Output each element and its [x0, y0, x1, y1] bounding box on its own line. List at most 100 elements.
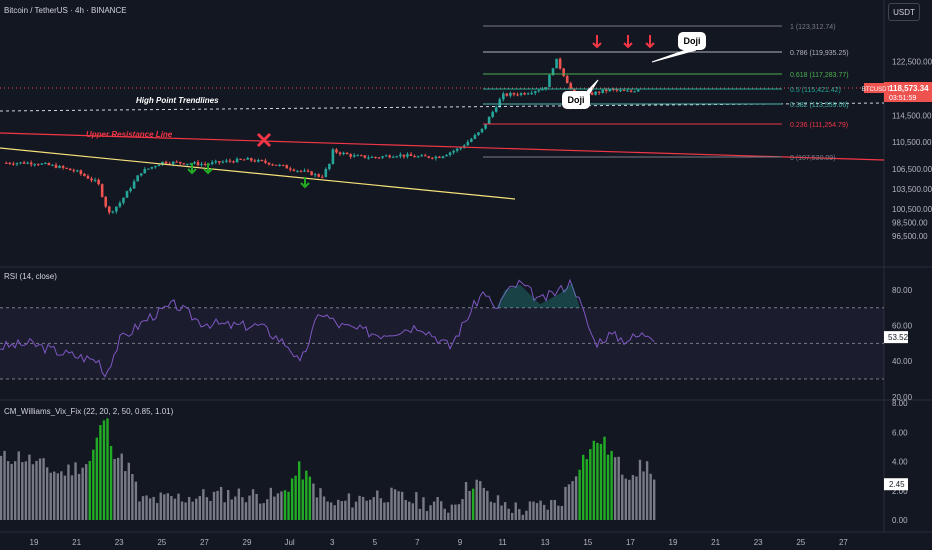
vix-bar [376, 490, 379, 520]
vix-bar [372, 497, 375, 520]
vix-bar [21, 462, 24, 520]
vix-bar [53, 471, 56, 520]
candle-body [97, 179, 100, 185]
candle-body [441, 156, 445, 158]
candle-body [324, 168, 328, 177]
candle-body [558, 58, 562, 69]
vix-bar [315, 497, 319, 520]
candle-body [480, 128, 484, 133]
vix-bar [287, 491, 290, 520]
time-tick-label: 21 [711, 538, 720, 547]
vix-bar [177, 493, 180, 520]
vix-bar [386, 502, 390, 520]
candle-body [161, 161, 164, 165]
vix-bar [63, 475, 67, 520]
candle-body [352, 155, 356, 157]
candle-body [420, 155, 423, 157]
vix-bar [642, 471, 645, 520]
time-tick-label: 19 [669, 538, 678, 547]
candle-body [33, 164, 37, 166]
candle-body [445, 154, 448, 157]
rsi-tick-label: 40.00 [892, 357, 913, 366]
vix-bar [535, 503, 539, 520]
candle-body [132, 181, 136, 189]
candle-body [154, 166, 157, 168]
vix-bar [273, 496, 276, 520]
candle-body [175, 161, 179, 163]
currency-button[interactable]: USDT [888, 3, 920, 21]
vix-bar [532, 501, 535, 520]
vix-bar [159, 492, 162, 520]
candle-body [629, 90, 633, 92]
candle-body [15, 163, 19, 165]
candle-body [235, 158, 239, 163]
vix-bar [85, 464, 88, 520]
candle-body [214, 161, 218, 163]
candle-body [533, 91, 537, 93]
rsi-line [0, 278, 655, 378]
fib-label: 0.786 (119,935.25) [790, 50, 849, 57]
vix-bar [319, 488, 322, 520]
vix-bar [109, 445, 113, 520]
candle-body [505, 93, 509, 96]
candle-body [72, 170, 76, 172]
candle-body [363, 155, 367, 158]
vix-bar [606, 454, 610, 520]
vix-bar [574, 476, 578, 520]
candle-body [484, 124, 487, 129]
candle-body [494, 107, 498, 112]
vix-bar [0, 455, 3, 520]
vix-bar [28, 454, 31, 520]
vix-bar [411, 503, 414, 520]
candle-body [12, 163, 15, 165]
vix-bar [589, 449, 592, 520]
vix-bar [489, 501, 493, 520]
time-tick-label: 11 [498, 538, 507, 547]
candle-body [86, 175, 90, 179]
vix-bar [280, 491, 283, 520]
candle-body [633, 91, 636, 93]
candle-body [51, 164, 54, 166]
vix-bar [241, 497, 244, 520]
vix-bar [95, 437, 99, 520]
candle-body [182, 163, 186, 165]
candle-body [218, 161, 221, 163]
candle-body [310, 171, 313, 176]
candle-body [129, 188, 132, 192]
candle-body [246, 158, 250, 160]
vix-bar [305, 470, 308, 520]
vix-bar [567, 484, 571, 520]
vix-bar [553, 499, 556, 520]
vix-bar [340, 501, 343, 520]
vix-bar [578, 469, 581, 520]
vix-bar [653, 479, 656, 520]
candle-body [331, 149, 335, 164]
candle-body [289, 168, 292, 170]
fib-label: 0.5 (115,421.42) [790, 87, 841, 94]
candle-body [523, 93, 526, 95]
candle-body [225, 160, 228, 162]
vix-bar [546, 509, 549, 520]
vix-bar [400, 491, 404, 520]
vix-bar [354, 501, 358, 520]
vix-bar [337, 499, 340, 520]
vix-bar [74, 462, 77, 520]
candle-body [349, 154, 352, 157]
vix-bar [127, 462, 130, 520]
candle-body [320, 176, 324, 178]
candle-body [569, 83, 573, 89]
vix-bar [617, 456, 620, 520]
candle-body [562, 68, 565, 77]
candle-body [491, 111, 494, 117]
vix-bar [24, 461, 28, 520]
vix-bar [482, 487, 485, 520]
time-tick-label: 29 [243, 538, 252, 547]
vix-bar [170, 496, 173, 520]
candle-body [193, 162, 196, 164]
candle-body [477, 132, 480, 135]
candle-body [189, 163, 193, 165]
vix-bar [351, 507, 354, 520]
vix-bar [187, 497, 191, 520]
candle-body [104, 196, 108, 207]
